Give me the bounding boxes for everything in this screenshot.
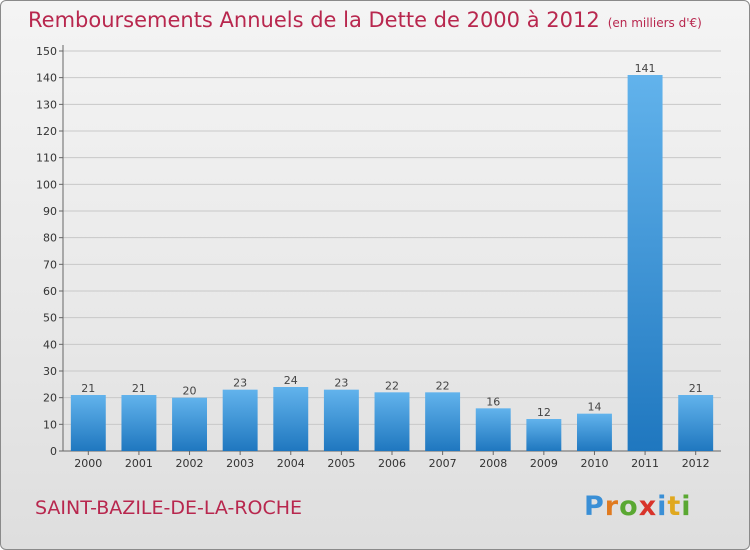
data-label: 24	[284, 374, 298, 387]
chart-title: Remboursements Annuels de la Dette de 20…	[28, 8, 702, 32]
y-tick-label: 0	[50, 445, 57, 458]
grid-layer	[63, 50, 721, 425]
y-tick-label: 110	[36, 152, 57, 165]
data-label: 23	[233, 377, 247, 390]
title-text: Remboursements Annuels de la Dette de 20…	[28, 8, 600, 32]
bar-layer	[70, 75, 714, 451]
x-tick-label: 2000	[74, 457, 102, 470]
x-tick-label: 2001	[125, 457, 153, 470]
data-label: 23	[334, 377, 348, 390]
bar-2006	[374, 392, 410, 451]
y-tick-label: 60	[43, 285, 57, 298]
y-tick-label: 20	[43, 392, 57, 405]
x-tick-label: 2005	[327, 457, 355, 470]
data-label: 21	[132, 382, 146, 395]
data-label: 14	[587, 401, 601, 414]
bar-2001	[121, 395, 157, 451]
data-label: 21	[81, 382, 95, 395]
x-tick-label: 2004	[277, 457, 305, 470]
bar-2000	[70, 395, 106, 451]
y-tick-label: 70	[43, 258, 57, 271]
x-tick-label: 2002	[176, 457, 204, 470]
y-tick-label: 40	[43, 338, 57, 351]
bar-2010	[576, 413, 612, 451]
data-label: 16	[486, 395, 500, 408]
x-tick-label: 2010	[580, 457, 608, 470]
data-label: 21	[689, 382, 703, 395]
commune-name: SAINT-BAZILE-DE-LA-ROCHE	[35, 497, 303, 519]
axis-layer: 0 10 20 30 40 50 60 70 80 90 100 110 120 130 140 150	[36, 45, 721, 458]
x-tick-label: 2008	[479, 457, 507, 470]
x-tick-label: 2007	[429, 457, 457, 470]
x-tick-label: 2006	[378, 457, 406, 470]
y-tick-label: 100	[36, 178, 57, 191]
data-label: 22	[436, 379, 450, 392]
y-tick-label: 30	[43, 365, 57, 378]
x-tick-label: 2003	[226, 457, 254, 470]
y-tick-label: 150	[36, 45, 57, 58]
y-tick-label: 130	[36, 98, 57, 111]
bar-2003	[222, 389, 258, 451]
y-tick-label: 10	[43, 418, 57, 431]
label-layer: 2000 21 2001 21 2002 20 2003 23 2004 24 2005 23 2006…	[74, 62, 709, 470]
data-label: 12	[537, 406, 551, 419]
bar-2002	[172, 397, 208, 451]
bar-2009	[526, 419, 562, 451]
brand-logo: Proxiti	[584, 491, 692, 522]
y-tick-label: 120	[36, 125, 57, 138]
data-label: 22	[385, 379, 399, 392]
bar-2007	[425, 392, 461, 451]
bar-2012	[678, 395, 714, 451]
data-label: 20	[183, 385, 197, 398]
y-tick-label: 80	[43, 232, 57, 245]
bar-2011	[627, 75, 663, 451]
chart-subtitle: (en milliers d'€)	[607, 16, 702, 30]
data-label: 141	[635, 62, 656, 75]
x-tick-label: 2011	[631, 457, 659, 470]
x-tick-label: 2009	[530, 457, 558, 470]
bar-2008	[475, 408, 511, 451]
bar-2005	[323, 389, 359, 451]
y-tick-label: 140	[36, 72, 57, 85]
y-tick-label: 50	[43, 312, 57, 325]
bar-2004	[273, 387, 309, 451]
x-tick-label: 2012	[682, 457, 710, 470]
y-tick-label: 90	[43, 205, 57, 218]
